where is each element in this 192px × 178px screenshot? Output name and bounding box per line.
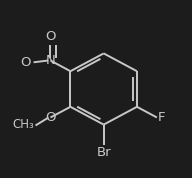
- Text: CH₃: CH₃: [13, 118, 35, 131]
- Text: O: O: [45, 111, 56, 124]
- Text: O: O: [45, 30, 56, 43]
- Text: Br: Br: [96, 146, 111, 159]
- Text: F: F: [158, 111, 165, 124]
- Text: N: N: [46, 54, 55, 67]
- Text: O: O: [20, 56, 30, 69]
